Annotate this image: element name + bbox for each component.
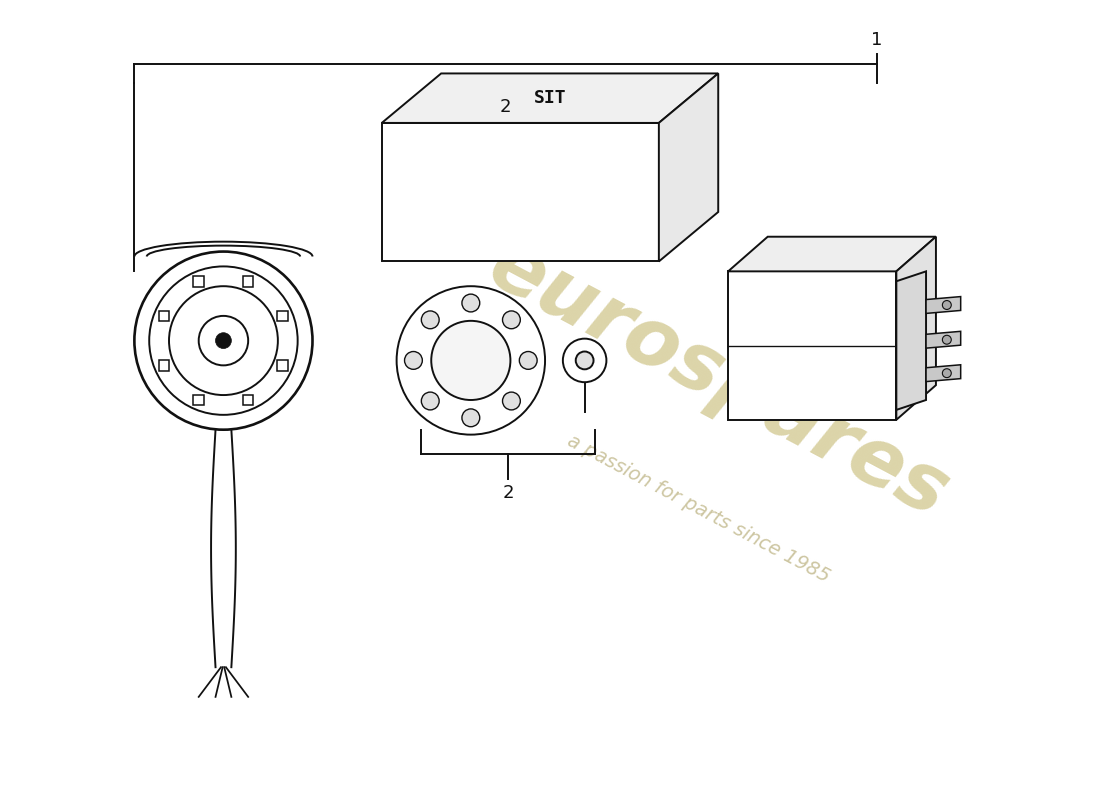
Polygon shape xyxy=(896,271,926,410)
Polygon shape xyxy=(659,74,718,262)
Polygon shape xyxy=(728,237,936,271)
Polygon shape xyxy=(382,123,659,262)
Polygon shape xyxy=(926,297,960,314)
Circle shape xyxy=(503,311,520,329)
Circle shape xyxy=(503,392,520,410)
Polygon shape xyxy=(926,331,960,348)
Circle shape xyxy=(405,351,422,370)
Circle shape xyxy=(519,351,537,370)
Circle shape xyxy=(397,286,546,434)
Circle shape xyxy=(563,338,606,382)
Circle shape xyxy=(421,392,439,410)
Text: 1: 1 xyxy=(871,30,882,49)
Circle shape xyxy=(431,321,510,400)
Circle shape xyxy=(575,351,594,370)
Circle shape xyxy=(943,369,951,378)
Polygon shape xyxy=(926,365,960,382)
Polygon shape xyxy=(728,271,896,420)
Circle shape xyxy=(462,409,480,426)
Polygon shape xyxy=(896,237,936,420)
Text: eurospares: eurospares xyxy=(475,226,961,534)
Circle shape xyxy=(943,301,951,310)
Circle shape xyxy=(943,335,951,344)
Text: a passion for parts since 1985: a passion for parts since 1985 xyxy=(564,431,833,586)
Circle shape xyxy=(216,333,231,349)
Text: 2: 2 xyxy=(503,484,514,502)
Polygon shape xyxy=(382,74,718,123)
Circle shape xyxy=(462,294,480,312)
Circle shape xyxy=(134,251,312,430)
Text: SIT: SIT xyxy=(534,89,566,107)
Text: 2: 2 xyxy=(499,98,512,116)
Circle shape xyxy=(421,311,439,329)
